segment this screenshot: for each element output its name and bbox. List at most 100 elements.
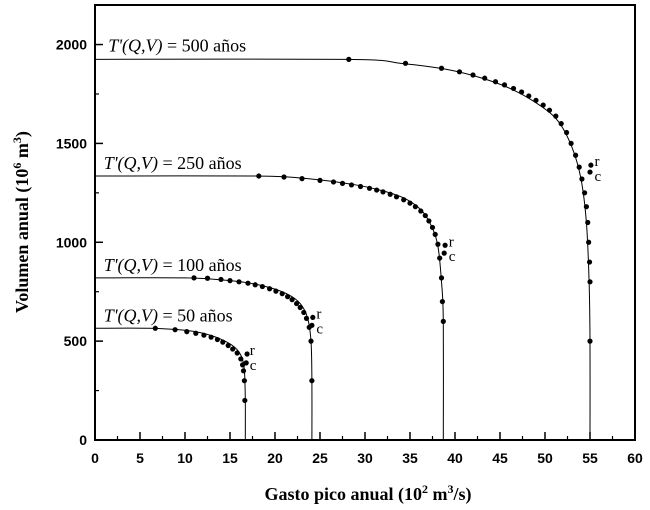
y-tick-label: 1000 <box>56 234 87 250</box>
x-tick-label: 40 <box>447 450 463 466</box>
y-tick-label: 2000 <box>56 37 87 53</box>
data-point <box>407 200 413 206</box>
data-point <box>193 330 199 336</box>
data-point <box>439 298 445 305</box>
data-point <box>576 164 582 170</box>
r-point <box>588 162 594 168</box>
series-4: rcT'(Q,V) = 500 años <box>94 35 602 441</box>
data-point <box>259 283 265 290</box>
series-curve <box>94 277 313 441</box>
y-tick-label: 500 <box>64 333 88 349</box>
series-3: rcT'(Q,V) = 250 años <box>94 153 456 441</box>
x-tick-label: 15 <box>222 450 238 466</box>
data-point <box>308 338 314 344</box>
x-tick-label: 35 <box>402 450 418 466</box>
data-point <box>285 294 291 300</box>
data-point <box>519 89 525 95</box>
x-tick-labels: 0 5 10 15 20 25 30 35 40 45 50 55 60 <box>91 450 643 466</box>
data-point <box>227 278 233 284</box>
data-point <box>230 346 236 352</box>
x-tick-label: 20 <box>267 450 283 466</box>
x-axis-title: Gasto pico anual (102 m3/s) <box>264 482 471 505</box>
data-point <box>582 190 588 196</box>
data-point <box>273 288 279 294</box>
x-tick-label: 0 <box>91 450 99 466</box>
data-point <box>440 318 446 324</box>
data-point <box>402 60 409 66</box>
data-point <box>564 129 570 136</box>
c-label: c <box>449 249 456 265</box>
x-tick-label: 55 <box>582 450 598 466</box>
data-point <box>540 102 546 108</box>
data-point <box>501 82 508 88</box>
data-point <box>579 176 585 182</box>
data-point <box>470 72 476 78</box>
data-point <box>435 241 441 247</box>
y-tick-labels: 0 500 1000 1500 2000 <box>56 37 87 448</box>
data-point <box>429 224 436 231</box>
data-point <box>252 282 258 288</box>
data-point <box>236 279 242 285</box>
c-label: c <box>595 169 602 185</box>
data-point <box>281 174 287 180</box>
series-label: T'(Q,V) = 250 años <box>104 153 242 174</box>
data-point <box>299 176 305 182</box>
data-point <box>346 56 352 62</box>
data-point <box>218 276 224 283</box>
plot-frame <box>94 4 636 441</box>
series-1: rc T'(Q,V) = 50 años <box>94 305 257 441</box>
y-tick-label: 0 <box>79 432 87 448</box>
x-tick-label: 50 <box>537 450 553 466</box>
data-point <box>242 397 248 404</box>
data-point <box>482 75 488 81</box>
c-point <box>243 360 249 366</box>
data-point <box>573 152 579 158</box>
y-tick-label: 1500 <box>56 135 87 151</box>
data-point <box>510 85 517 92</box>
x-tick-label: 45 <box>492 450 508 466</box>
series-curve <box>94 58 591 441</box>
r-label: r <box>316 306 321 322</box>
data-point <box>234 350 240 356</box>
data-point <box>297 304 303 311</box>
data-point <box>267 286 273 292</box>
series-layer: rcT'(Q,V) = 50 años rcT'(Q,V) = 100 añosr… <box>94 35 602 441</box>
data-point <box>492 79 499 85</box>
series-curve <box>94 327 246 441</box>
data-point <box>418 208 424 214</box>
series-2: rcT'(Q,V) = 100 años <box>94 255 323 441</box>
data-point <box>401 197 407 203</box>
data-point <box>432 231 438 237</box>
data-point <box>309 378 315 384</box>
x-tick-label: 10 <box>177 450 193 466</box>
c-point <box>441 250 447 256</box>
c-label: c <box>316 321 323 337</box>
data-point <box>558 121 564 127</box>
data-point <box>256 173 262 179</box>
c-point <box>309 322 315 328</box>
data-point <box>201 332 207 338</box>
data-point <box>393 194 400 200</box>
data-point <box>214 336 220 343</box>
data-point <box>586 259 593 265</box>
data-point <box>366 185 373 191</box>
data-point <box>245 280 251 286</box>
r-point <box>244 351 250 357</box>
data-point <box>526 93 532 99</box>
r-label: r <box>250 343 255 359</box>
data-point <box>387 191 393 197</box>
x-tick-label: 60 <box>627 450 643 466</box>
data-point <box>289 297 295 303</box>
data-point <box>279 291 285 297</box>
data-point <box>456 69 463 75</box>
c-point <box>587 169 593 175</box>
data-point <box>225 342 231 349</box>
data-point <box>301 309 307 316</box>
r-label: r <box>595 154 600 170</box>
data-point <box>533 97 539 103</box>
data-point <box>587 279 593 285</box>
data-point <box>583 204 590 210</box>
data-point <box>426 218 432 224</box>
data-point <box>191 275 197 281</box>
